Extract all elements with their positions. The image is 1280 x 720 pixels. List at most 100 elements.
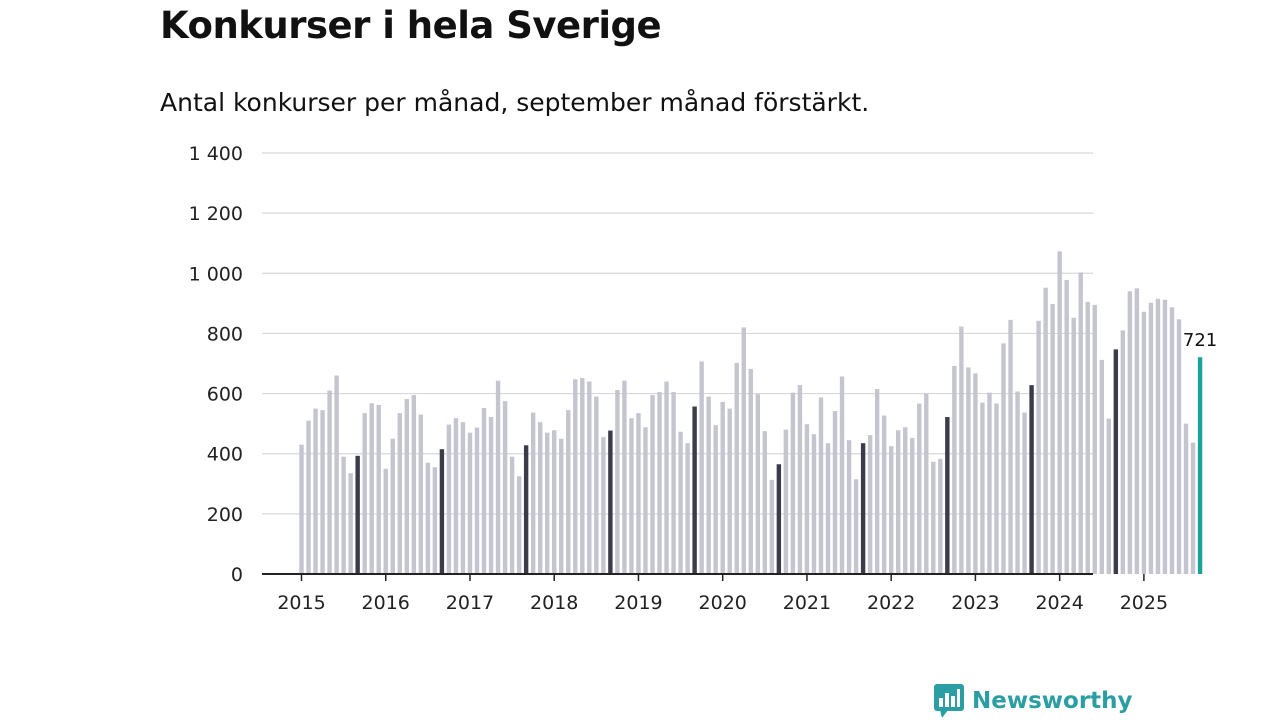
bar <box>516 476 522 574</box>
bar <box>502 401 508 574</box>
bar <box>755 394 760 574</box>
y-axis-labels: 0 200 400 600 800 1 000 1 200 1 400 <box>189 143 243 586</box>
bar <box>713 425 718 574</box>
x-tick-label: 2025 <box>1120 592 1168 614</box>
bar <box>1162 299 1168 574</box>
bar <box>938 458 943 574</box>
bar <box>657 392 662 574</box>
y-tick-label: 600 <box>207 384 243 406</box>
bar <box>1092 304 1097 574</box>
bar <box>1001 343 1006 574</box>
y-tick-label: 1 000 <box>189 263 243 285</box>
bar <box>594 396 599 574</box>
bar <box>1057 251 1062 574</box>
bar <box>846 440 852 574</box>
bar <box>1120 330 1126 574</box>
bar <box>973 373 978 574</box>
bar <box>790 392 796 574</box>
newsworthy-logo[interactable]: Newsworthy <box>934 684 1133 718</box>
bar <box>474 427 480 574</box>
bar <box>874 389 880 574</box>
annotations: 721 <box>1183 330 1217 351</box>
bar <box>1008 319 1013 574</box>
bar-september <box>608 430 613 574</box>
bar <box>566 410 571 574</box>
bar <box>1036 320 1041 574</box>
y-tick-label: 400 <box>207 444 243 466</box>
bar-chart-speech-icon <box>934 684 964 718</box>
bar <box>552 430 557 574</box>
bar <box>678 431 683 574</box>
x-tick-label: 2019 <box>614 592 662 614</box>
bar <box>903 427 908 574</box>
x-axis-labels: 2015 2016 2017 2018 2019 2020 2021 2022 2023 2024… <box>277 592 1168 614</box>
bar <box>587 381 592 574</box>
x-tick-label: 2017 <box>446 592 494 614</box>
bar <box>741 327 746 574</box>
bar <box>636 413 641 574</box>
bar <box>1015 391 1020 574</box>
bar <box>818 397 824 574</box>
bar <box>853 479 859 574</box>
bar <box>1134 288 1140 574</box>
bar <box>797 385 803 574</box>
bar <box>839 376 845 574</box>
bar <box>580 377 585 574</box>
bar <box>783 429 789 574</box>
bar <box>832 411 838 574</box>
bar-september <box>692 406 697 574</box>
bar <box>573 379 578 574</box>
bar-september <box>1029 385 1034 574</box>
bar <box>881 415 887 574</box>
y-tick-label: 0 <box>231 564 243 586</box>
bar <box>888 446 894 574</box>
bar <box>1127 291 1133 574</box>
bar <box>1141 311 1147 574</box>
bar <box>1148 302 1154 574</box>
y-tick-label: 1 200 <box>189 203 243 225</box>
y-tick-label: 200 <box>207 504 243 526</box>
bar <box>306 420 311 574</box>
bar <box>1022 412 1027 574</box>
x-tick-label: 2015 <box>277 592 325 614</box>
bar <box>720 401 725 574</box>
bar <box>545 432 550 574</box>
bar <box>495 380 501 574</box>
bar <box>559 438 564 574</box>
bar <box>376 405 381 574</box>
bar <box>994 403 999 574</box>
bar <box>341 456 346 574</box>
bar <box>432 467 438 574</box>
bar <box>334 375 339 574</box>
bar <box>1071 317 1076 574</box>
bar <box>629 418 634 574</box>
bar <box>397 413 402 574</box>
bar-september <box>1113 349 1119 574</box>
bar <box>418 414 424 574</box>
logo-text: Newsworthy <box>972 688 1133 714</box>
bar-september <box>945 417 950 574</box>
latest-value-label: 721 <box>1183 330 1217 351</box>
bar-september <box>355 455 360 574</box>
bar <box>1043 287 1048 574</box>
bar <box>643 427 648 574</box>
bar <box>1099 359 1104 574</box>
bar <box>615 389 620 574</box>
bar <box>910 438 915 574</box>
bar <box>959 326 964 574</box>
bar-september <box>860 443 866 574</box>
bar <box>320 410 325 574</box>
bar <box>530 412 536 574</box>
bar <box>811 434 817 574</box>
bar <box>509 456 515 574</box>
bar-latest <box>1197 357 1203 574</box>
bar <box>1106 418 1111 574</box>
bar <box>488 417 494 574</box>
bar <box>917 403 922 574</box>
bar <box>622 380 627 574</box>
bar <box>769 479 775 574</box>
bar <box>980 402 985 574</box>
chart-title: Konkurser i hela Sverige <box>160 4 662 47</box>
bar <box>1169 307 1175 574</box>
